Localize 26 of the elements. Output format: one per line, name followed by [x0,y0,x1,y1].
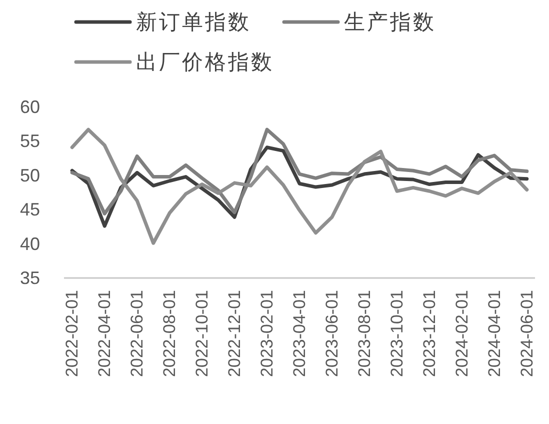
x-tick-label: 2022-02-01 [62,290,82,377]
legend-label: 出厂价格指数 [136,50,274,74]
line-series [70,128,529,216]
x-tick-label: 2024-04-01 [484,290,504,377]
y-tick-label: 45 [20,200,40,220]
x-tick-label: 2023-10-01 [387,290,406,377]
y-tick-label: 50 [20,165,40,186]
x-tick-label: 2023-12-01 [420,290,439,377]
y-tick-label: 40 [20,234,40,254]
x-tick-label: 2023-02-01 [258,290,277,377]
x-tick-label: 2024-06-01 [517,290,536,377]
y-tick-label: 55 [20,131,40,152]
x-tick-label: 2023-04-01 [290,290,309,377]
x-tick-label: 2022-06-01 [128,290,147,377]
x-tick-label: 2022-10-01 [192,290,212,377]
x-tick-label: 2023-06-01 [322,290,342,377]
x-tick-label: 2022-04-01 [95,290,114,377]
x-tick-label: 2023-08-01 [354,290,374,377]
x-tick-label: 2024-02-01 [452,290,472,377]
legend-label: 生产指数 [344,10,436,34]
y-tick-label: 35 [20,268,40,288]
x-tick-label: 2022-08-01 [160,290,180,377]
y-tick-label: 60 [20,97,40,117]
x-tick-label: 2022-12-01 [225,290,244,377]
legend-label: 新订单指数 [136,10,251,34]
line-series [70,128,529,245]
